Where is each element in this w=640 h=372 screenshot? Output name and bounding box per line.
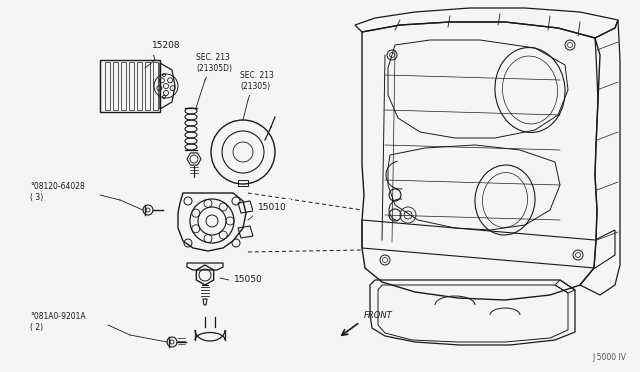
Text: SEC. 213
(21305): SEC. 213 (21305): [240, 71, 274, 91]
Text: 15010: 15010: [258, 203, 287, 212]
Text: J 5000 IV: J 5000 IV: [592, 353, 626, 362]
Text: °081A0-9201A
( 2): °081A0-9201A ( 2): [30, 312, 86, 332]
Text: 15050: 15050: [234, 275, 263, 283]
Text: FRONT: FRONT: [364, 311, 393, 321]
Text: SEC. 213
(21305D): SEC. 213 (21305D): [196, 53, 232, 73]
Text: °08120-64028
( 3): °08120-64028 ( 3): [30, 182, 84, 202]
Text: 15208: 15208: [152, 42, 180, 51]
